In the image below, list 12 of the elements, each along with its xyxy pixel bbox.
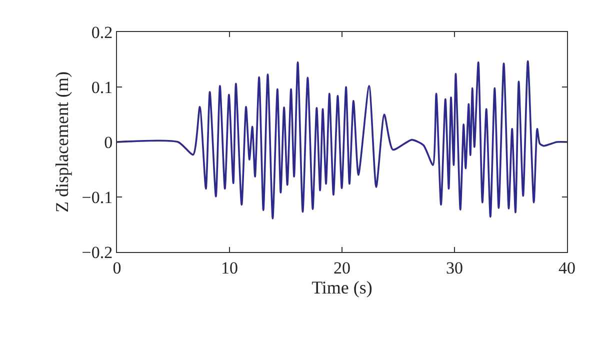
x-tick-label: 40 xyxy=(558,258,576,278)
y-tick-label: −0.1 xyxy=(82,188,113,207)
x-tick-label: 10 xyxy=(221,258,238,278)
y-tick-label: 0.2 xyxy=(91,22,113,42)
line-series xyxy=(117,60,567,220)
y-axis-title: Z displacement (m) xyxy=(52,72,72,212)
x-axis-title: Time (s) xyxy=(312,278,372,298)
y-tick-label: −0.2 xyxy=(82,242,113,262)
x-tick-label: 30 xyxy=(446,258,463,278)
x-tick-label: 20 xyxy=(334,258,350,278)
y-tick-label: 0.1 xyxy=(91,78,113,97)
y-tick-label: 0 xyxy=(104,132,113,152)
